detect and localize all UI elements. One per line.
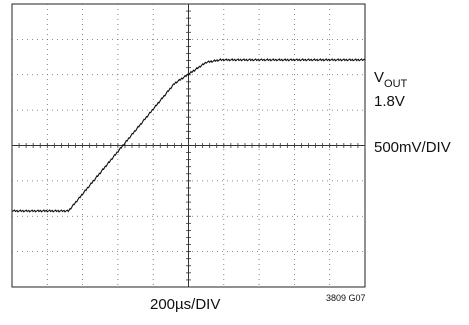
vout-trace	[11, 58, 366, 213]
vertical-scale-label: 500mV/DIV	[374, 139, 451, 156]
signal-name-label: VOUT	[374, 69, 408, 91]
trace-group	[11, 58, 366, 213]
signal-name-main: V	[374, 69, 385, 86]
signal-name-subscript: OUT	[384, 78, 408, 90]
graticule	[11, 3, 366, 288]
figure-id-label: 3809 G07	[326, 293, 366, 303]
signal-level-label: 1.8V	[374, 93, 405, 110]
horizontal-scale-label: 200µs/DIV	[150, 296, 221, 313]
